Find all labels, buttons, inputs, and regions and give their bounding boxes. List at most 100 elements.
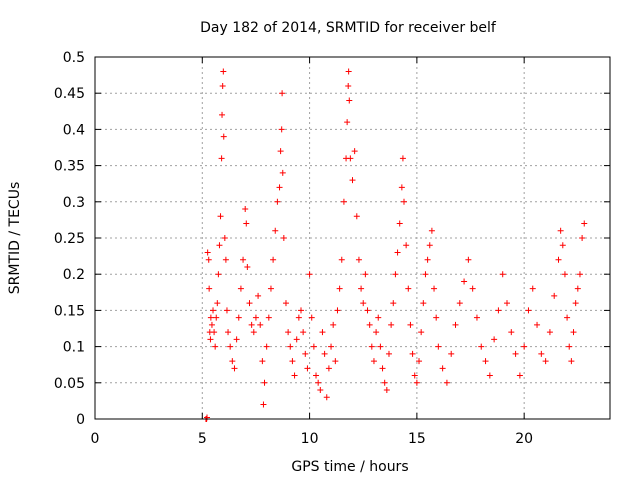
data-point xyxy=(396,220,403,227)
data-point xyxy=(225,329,232,336)
data-points xyxy=(202,68,588,422)
data-point xyxy=(478,343,485,350)
y-tick-label: 0.45 xyxy=(54,86,85,102)
data-point xyxy=(243,220,250,227)
data-point xyxy=(546,329,553,336)
data-point xyxy=(207,336,214,343)
data-point xyxy=(566,343,573,350)
data-point xyxy=(366,321,373,328)
data-point xyxy=(346,97,353,104)
x-tick-label: 20 xyxy=(515,431,533,447)
data-point xyxy=(428,227,435,234)
data-point xyxy=(259,358,266,365)
data-point xyxy=(465,256,472,263)
data-point xyxy=(279,169,286,176)
data-point xyxy=(353,213,360,220)
data-point xyxy=(204,249,211,256)
data-point xyxy=(205,256,212,263)
y-tick-label: 0 xyxy=(76,412,85,428)
data-point xyxy=(220,68,227,75)
data-point xyxy=(270,256,277,263)
data-point xyxy=(227,343,234,350)
data-point xyxy=(285,329,292,336)
data-point xyxy=(407,321,414,328)
data-point xyxy=(212,343,219,350)
data-point xyxy=(233,336,240,343)
data-point xyxy=(328,343,335,350)
data-point xyxy=(401,198,407,205)
data-point xyxy=(399,155,406,162)
data-point xyxy=(347,155,354,162)
data-point xyxy=(373,329,380,336)
data-point xyxy=(508,329,515,336)
data-point xyxy=(360,300,367,307)
data-point xyxy=(315,379,322,386)
data-point xyxy=(279,90,286,97)
data-point xyxy=(231,365,238,372)
data-point xyxy=(291,372,298,379)
data-point xyxy=(325,365,332,372)
data-point xyxy=(211,329,218,336)
data-point xyxy=(370,358,377,365)
data-point xyxy=(330,321,337,328)
data-point xyxy=(237,285,244,292)
data-point xyxy=(581,220,588,227)
data-point xyxy=(319,329,326,336)
data-point xyxy=(323,394,330,401)
data-point xyxy=(306,271,313,278)
data-point xyxy=(424,256,431,263)
data-point xyxy=(289,358,296,365)
data-point xyxy=(516,372,523,379)
data-point xyxy=(426,242,433,249)
data-point xyxy=(280,235,287,241)
x-tick-label: 10 xyxy=(301,431,319,447)
data-point xyxy=(512,350,519,357)
data-point xyxy=(482,358,489,365)
data-point xyxy=(219,82,226,89)
data-point xyxy=(418,329,425,336)
data-point xyxy=(381,379,388,386)
data-point xyxy=(204,414,211,421)
data-point xyxy=(345,82,352,89)
data-point xyxy=(310,343,317,350)
data-point xyxy=(495,307,502,314)
data-point xyxy=(300,329,307,336)
data-point xyxy=(538,350,545,357)
data-point xyxy=(392,271,399,278)
data-point xyxy=(213,314,220,321)
data-point xyxy=(461,278,468,285)
data-point xyxy=(218,155,225,162)
data-point xyxy=(334,307,341,314)
data-point xyxy=(261,379,268,386)
x-tick-label: 5 xyxy=(198,431,207,447)
data-point xyxy=(561,271,568,278)
data-point xyxy=(276,184,283,191)
data-point xyxy=(394,249,401,256)
data-point xyxy=(499,271,506,278)
data-point xyxy=(244,263,251,270)
data-point xyxy=(274,198,281,205)
data-point xyxy=(473,314,480,321)
data-point xyxy=(416,358,423,365)
data-point xyxy=(217,213,224,220)
x-tick-label: 0 xyxy=(91,431,100,447)
axis-ticks: 0 0.05 0.1 0.15 0.2 0.25 0.3 0.35 0.4 0.45 0.5 0 5 10… xyxy=(54,50,610,447)
data-point xyxy=(265,314,272,321)
data-point xyxy=(242,206,249,213)
x-tick-label: 15 xyxy=(408,431,426,447)
y-tick-label: 0.35 xyxy=(54,159,85,175)
data-point xyxy=(568,358,575,365)
data-point xyxy=(491,336,498,343)
x-axis-label: GPS time / hours xyxy=(291,459,408,475)
data-point xyxy=(529,285,536,292)
data-point xyxy=(282,300,289,307)
data-point xyxy=(246,300,253,307)
data-point xyxy=(214,300,221,307)
data-point xyxy=(358,285,365,292)
data-point xyxy=(340,198,347,205)
data-point xyxy=(431,285,438,292)
data-point xyxy=(252,314,259,321)
data-point xyxy=(439,365,446,372)
data-point xyxy=(216,242,223,249)
